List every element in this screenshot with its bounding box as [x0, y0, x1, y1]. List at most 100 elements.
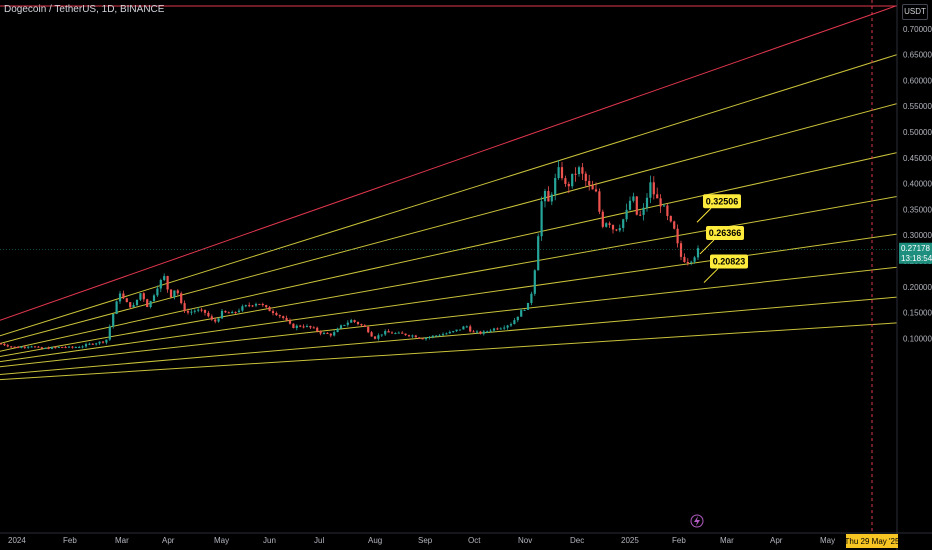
candle-body — [591, 185, 594, 190]
candle-body — [57, 346, 60, 348]
candle-body — [346, 322, 349, 325]
candle-body — [183, 303, 186, 312]
candle — [231, 310, 234, 314]
price-note-box — [706, 225, 744, 240]
candle-body — [690, 261, 693, 263]
candle-body — [659, 198, 662, 207]
y-tick-label: 0.70000 — [903, 25, 932, 34]
candle-body — [431, 335, 434, 337]
candle-body — [547, 191, 550, 202]
candle-body — [329, 333, 332, 336]
candle — [632, 192, 635, 203]
candle — [23, 345, 26, 349]
candle-body — [452, 331, 455, 333]
candle — [105, 339, 108, 345]
candle-body — [639, 214, 642, 216]
candle — [142, 292, 145, 302]
chart-title-text: Dogecoin / TetherUS, 1D, BINANCE — [4, 4, 165, 15]
candle — [183, 300, 186, 313]
candle — [547, 186, 550, 202]
x-tick-label: Mar — [720, 536, 734, 545]
candle-body — [441, 334, 445, 336]
candle — [472, 329, 475, 333]
candle-body — [101, 341, 105, 343]
candle-body — [625, 209, 628, 220]
candle-body — [152, 295, 156, 301]
candle-body — [455, 329, 458, 332]
candle-body — [67, 346, 71, 348]
candle-body — [271, 311, 275, 313]
candle — [554, 173, 557, 201]
candle-body — [645, 197, 649, 208]
candle-body — [132, 305, 135, 308]
candle — [669, 215, 672, 223]
candle — [571, 173, 574, 189]
candle-body — [397, 332, 400, 334]
candle-body — [492, 328, 496, 331]
chart-title: Dogecoin / TetherUS, 1D, BINANCE — [4, 4, 165, 15]
candles — [0, 160, 700, 350]
candle — [581, 162, 584, 181]
candle-body — [81, 346, 84, 348]
candle — [401, 331, 404, 334]
candle-body — [326, 332, 329, 334]
candle-body — [506, 325, 509, 328]
candle — [224, 310, 227, 313]
candle-body — [516, 316, 519, 321]
candle — [356, 321, 360, 326]
candle-body — [533, 270, 536, 294]
candle-body — [23, 346, 26, 348]
candle — [190, 308, 193, 316]
candle-body — [118, 293, 122, 302]
candle-body — [482, 331, 485, 334]
candle-body — [367, 326, 370, 333]
candle-body — [404, 333, 407, 336]
candle-body — [424, 337, 428, 340]
candle — [346, 320, 349, 327]
candle-body — [499, 328, 502, 330]
candle — [353, 319, 356, 324]
currency-unit-button[interactable]: USDT — [902, 4, 928, 20]
candle-body — [95, 343, 98, 345]
candle — [673, 220, 676, 230]
candle — [404, 333, 407, 336]
candle-body — [605, 223, 608, 227]
candle-body — [333, 332, 336, 336]
candle-body — [360, 324, 363, 326]
candle-body — [316, 327, 319, 332]
candle — [537, 233, 540, 271]
candle — [475, 329, 479, 334]
candle — [662, 203, 666, 207]
candle-body — [363, 325, 366, 327]
candle — [326, 332, 329, 334]
candle-body — [190, 311, 193, 313]
candle — [200, 307, 203, 313]
candle — [533, 269, 536, 296]
candle-body — [673, 221, 676, 229]
candle-body — [265, 305, 268, 308]
channel-line — [0, 296, 898, 376]
candle-body — [377, 335, 380, 339]
candle-body — [618, 228, 621, 231]
candle — [244, 304, 247, 308]
candle-body — [40, 347, 43, 349]
channel-line — [0, 196, 898, 357]
candle — [458, 329, 462, 331]
candle — [16, 345, 20, 349]
y-tick-label: 0.15000 — [903, 309, 932, 318]
candle — [397, 331, 400, 334]
candle-body — [6, 345, 9, 347]
candle — [299, 324, 302, 328]
candle — [492, 327, 496, 332]
candle — [261, 302, 264, 307]
candle-body — [438, 335, 441, 337]
current-price-value: 0.27178 — [901, 244, 930, 253]
candle-body — [146, 299, 149, 308]
y-tick-label: 0.60000 — [903, 76, 932, 85]
current-price-badge-bg — [899, 242, 932, 264]
candle-body — [509, 324, 513, 326]
lightning-icon-bolt — [694, 516, 700, 526]
candle — [248, 302, 251, 308]
candle — [333, 330, 336, 337]
